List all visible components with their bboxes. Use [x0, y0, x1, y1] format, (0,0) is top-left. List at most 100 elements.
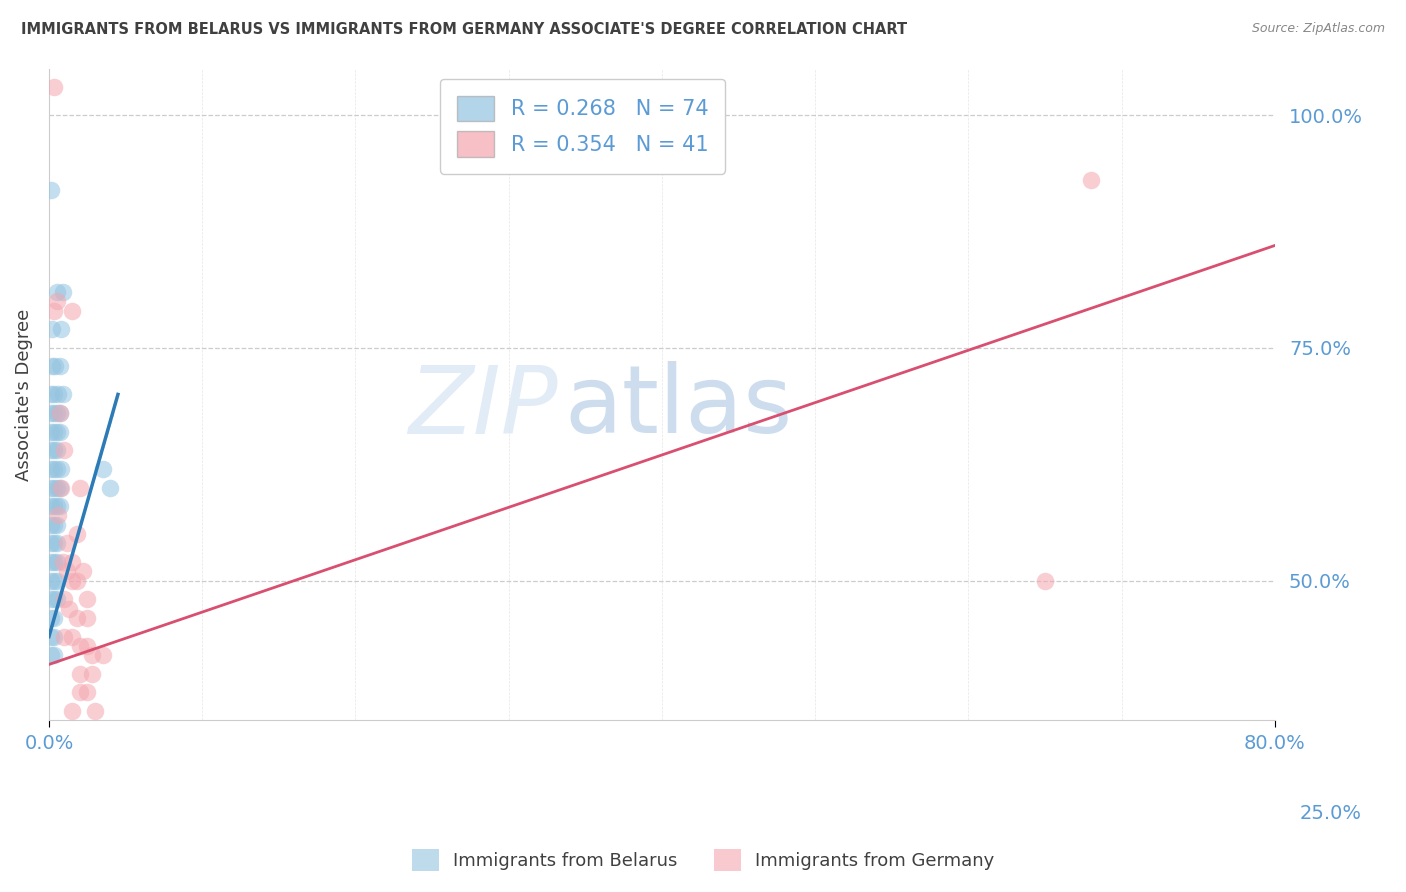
- Point: [45, 517, 67, 532]
- Point: [58, 601, 80, 615]
- Point: [65, 574, 87, 588]
- Point: [39, 462, 62, 476]
- Point: [76, 611, 98, 625]
- Point: [39, 592, 62, 607]
- Point: [52, 387, 75, 401]
- Point: [91, 648, 114, 662]
- Point: [48, 499, 70, 513]
- Point: [76, 685, 98, 699]
- Point: [42, 303, 65, 318]
- Point: [45, 425, 67, 439]
- Point: [42, 481, 65, 495]
- Point: [48, 425, 70, 439]
- Point: [39, 387, 62, 401]
- Text: IMMIGRANTS FROM BELARUS VS IMMIGRANTS FROM GERMANY ASSOCIATE'S DEGREE CORRELATIO: IMMIGRANTS FROM BELARUS VS IMMIGRANTS FR…: [21, 22, 907, 37]
- Text: 25.0%: 25.0%: [1299, 804, 1361, 823]
- Point: [45, 406, 67, 420]
- Point: [39, 574, 62, 588]
- Point: [91, 853, 114, 867]
- Point: [42, 517, 65, 532]
- Point: [48, 481, 70, 495]
- Point: [65, 611, 87, 625]
- Text: Source: ZipAtlas.com: Source: ZipAtlas.com: [1251, 22, 1385, 36]
- Point: [65, 527, 87, 541]
- Point: [39, 499, 62, 513]
- Point: [60, 574, 83, 588]
- Point: [44, 359, 66, 374]
- Point: [1033, 574, 1056, 588]
- Y-axis label: Associate's Degree: Associate's Degree: [15, 309, 32, 481]
- Point: [39, 183, 62, 197]
- Point: [42, 425, 65, 439]
- Point: [42, 499, 65, 513]
- Point: [69, 481, 91, 495]
- Point: [42, 406, 65, 420]
- Point: [39, 425, 62, 439]
- Point: [1080, 173, 1102, 187]
- Point: [42, 611, 65, 625]
- Point: [76, 639, 98, 653]
- Point: [39, 648, 62, 662]
- Point: [60, 555, 83, 569]
- Point: [60, 303, 83, 318]
- Point: [45, 574, 67, 588]
- Point: [69, 666, 91, 681]
- Point: [39, 555, 62, 569]
- Point: [76, 592, 98, 607]
- Point: [42, 592, 65, 607]
- Point: [45, 285, 67, 299]
- Point: [56, 565, 79, 579]
- Point: [48, 406, 70, 420]
- Point: [48, 359, 70, 374]
- Point: [44, 387, 66, 401]
- Point: [45, 592, 67, 607]
- Point: [45, 294, 67, 309]
- Point: [39, 806, 62, 821]
- Point: [39, 443, 62, 458]
- Point: [39, 481, 62, 495]
- Point: [42, 462, 65, 476]
- Point: [45, 481, 67, 495]
- Point: [39, 611, 62, 625]
- Point: [53, 443, 76, 458]
- Point: [60, 704, 83, 718]
- Point: [42, 630, 65, 644]
- Point: [45, 499, 67, 513]
- Point: [80, 666, 103, 681]
- Point: [44, 806, 66, 821]
- Point: [42, 555, 65, 569]
- Point: [60, 630, 83, 644]
- Legend: Immigrants from Belarus, Immigrants from Germany: Immigrants from Belarus, Immigrants from…: [405, 842, 1001, 879]
- Point: [42, 648, 65, 662]
- Point: [39, 536, 62, 550]
- Point: [84, 704, 107, 718]
- Point: [41, 322, 63, 336]
- Point: [39, 517, 62, 532]
- Point: [45, 536, 67, 550]
- Point: [53, 630, 76, 644]
- Point: [51, 462, 73, 476]
- Point: [72, 565, 94, 579]
- Point: [42, 574, 65, 588]
- Point: [45, 443, 67, 458]
- Point: [45, 555, 67, 569]
- Point: [46, 508, 69, 523]
- Point: [42, 443, 65, 458]
- Point: [69, 685, 91, 699]
- Point: [56, 536, 79, 550]
- Text: atlas: atlas: [564, 361, 792, 453]
- Point: [46, 387, 69, 401]
- Point: [39, 406, 62, 420]
- Point: [51, 322, 73, 336]
- Point: [42, 80, 65, 95]
- Point: [39, 630, 62, 644]
- Point: [69, 639, 91, 653]
- Point: [56, 723, 79, 737]
- Point: [91, 723, 114, 737]
- Point: [98, 481, 121, 495]
- Legend: R = 0.268   N = 74, R = 0.354   N = 41: R = 0.268 N = 74, R = 0.354 N = 41: [440, 78, 725, 174]
- Point: [52, 285, 75, 299]
- Point: [42, 536, 65, 550]
- Point: [80, 648, 103, 662]
- Point: [91, 462, 114, 476]
